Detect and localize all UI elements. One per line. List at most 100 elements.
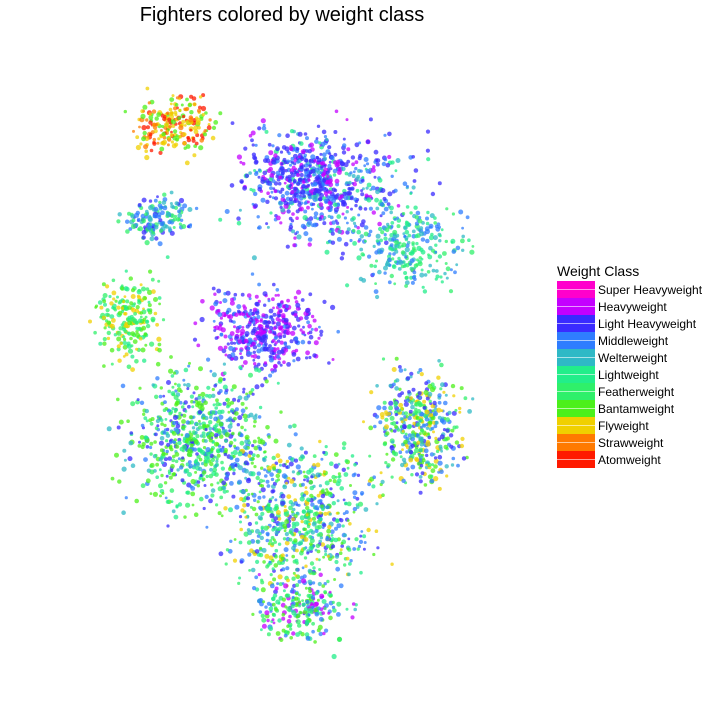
- scatter-point: [232, 468, 236, 472]
- scatter-point: [254, 512, 259, 517]
- scatter-point: [148, 269, 153, 274]
- scatter-point: [383, 265, 388, 271]
- scatter-point: [295, 216, 299, 220]
- scatter-point: [274, 607, 278, 612]
- scatter-point: [238, 208, 242, 212]
- scatter-point: [274, 461, 279, 466]
- scatter-point: [189, 394, 194, 399]
- scatter-point: [254, 143, 258, 147]
- scatter-point: [383, 133, 387, 137]
- scatter-point: [308, 330, 313, 335]
- scatter-point: [325, 505, 330, 510]
- scatter-point: [265, 506, 271, 512]
- scatter-point: [322, 555, 325, 559]
- scatter-point: [267, 435, 271, 439]
- scatter-point: [262, 291, 268, 297]
- scatter-point: [407, 233, 412, 238]
- legend-label: Heavyweight: [598, 299, 667, 314]
- scatter-point: [249, 505, 253, 509]
- legend: Weight Class Super Heavyweight Heavyweigh…: [557, 263, 702, 468]
- scatter-point: [223, 371, 227, 376]
- scatter-point: [140, 423, 145, 428]
- scatter-point: [424, 381, 429, 386]
- scatter-point: [311, 207, 314, 211]
- scatter-point: [307, 220, 312, 226]
- scatter-point: [250, 539, 256, 544]
- scatter-point: [175, 423, 181, 429]
- scatter-point: [282, 334, 287, 339]
- scatter-point: [271, 618, 275, 622]
- scatter-point: [216, 288, 222, 294]
- scatter-point: [281, 612, 286, 617]
- scatter-point: [167, 137, 171, 140]
- scatter-point: [292, 482, 297, 488]
- scatter-point: [419, 226, 424, 231]
- scatter-point: [301, 482, 305, 487]
- scatter-point: [244, 331, 250, 337]
- scatter-point: [339, 256, 345, 261]
- scatter-point: [269, 211, 273, 215]
- scatter-point: [303, 607, 308, 612]
- scatter-point: [212, 319, 216, 323]
- scatter-point: [123, 329, 128, 334]
- scatter-point: [289, 129, 295, 134]
- scatter-point: [335, 481, 341, 487]
- scatter-point: [275, 479, 279, 483]
- scatter-point: [288, 216, 293, 221]
- scatter-point: [322, 450, 326, 455]
- scatter-point: [286, 494, 292, 499]
- scatter-point: [128, 440, 134, 446]
- scatter-point: [390, 457, 396, 462]
- scatter-point: [138, 336, 143, 341]
- scatter-point: [195, 452, 199, 456]
- scatter-point: [297, 131, 303, 137]
- scatter-point: [286, 442, 292, 448]
- scatter-point: [414, 472, 420, 477]
- scatter-point: [394, 356, 399, 361]
- scatter-point: [351, 228, 356, 233]
- scatter-point: [434, 436, 438, 440]
- scatter-point: [209, 415, 213, 420]
- scatter-point: [229, 300, 235, 306]
- scatter-point: [308, 479, 314, 485]
- scatter-point: [328, 491, 332, 495]
- scatter-point: [312, 181, 317, 186]
- scatter-point: [307, 613, 311, 617]
- scatter-point: [410, 473, 414, 477]
- scatter-point: [359, 234, 364, 239]
- scatter-point: [300, 454, 305, 459]
- scatter-point: [352, 495, 357, 499]
- scatter-point: [418, 432, 422, 436]
- scatter-point: [211, 393, 216, 398]
- scatter-point: [218, 377, 224, 382]
- scatter-point: [187, 460, 192, 464]
- scatter-point: [148, 132, 153, 137]
- scatter-point: [295, 147, 300, 151]
- scatter-point: [122, 335, 126, 339]
- scatter-point: [445, 436, 450, 441]
- scatter-point: [409, 258, 415, 264]
- scatter-point: [240, 489, 246, 495]
- scatter-point: [130, 288, 136, 293]
- scatter-point: [334, 163, 340, 168]
- scatter-point: [139, 315, 143, 319]
- scatter-point: [366, 182, 372, 188]
- scatter-point: [181, 444, 187, 450]
- scatter-point: [139, 435, 145, 440]
- scatter-point: [373, 424, 377, 429]
- scatter-point: [272, 363, 278, 369]
- scatter-point: [414, 401, 420, 407]
- scatter-point: [460, 436, 465, 441]
- scatter-point: [334, 109, 339, 114]
- scatter-point: [201, 431, 206, 436]
- scatter-point: [412, 248, 416, 252]
- scatter-point: [447, 410, 452, 415]
- scatter-point: [213, 441, 219, 447]
- scatter-point: [340, 541, 344, 545]
- scatter-point: [261, 617, 267, 623]
- scatter-point: [346, 227, 351, 232]
- scatter-point: [461, 248, 465, 252]
- scatter-point: [228, 429, 232, 433]
- scatter-point: [418, 419, 422, 423]
- scatter-point: [284, 532, 289, 537]
